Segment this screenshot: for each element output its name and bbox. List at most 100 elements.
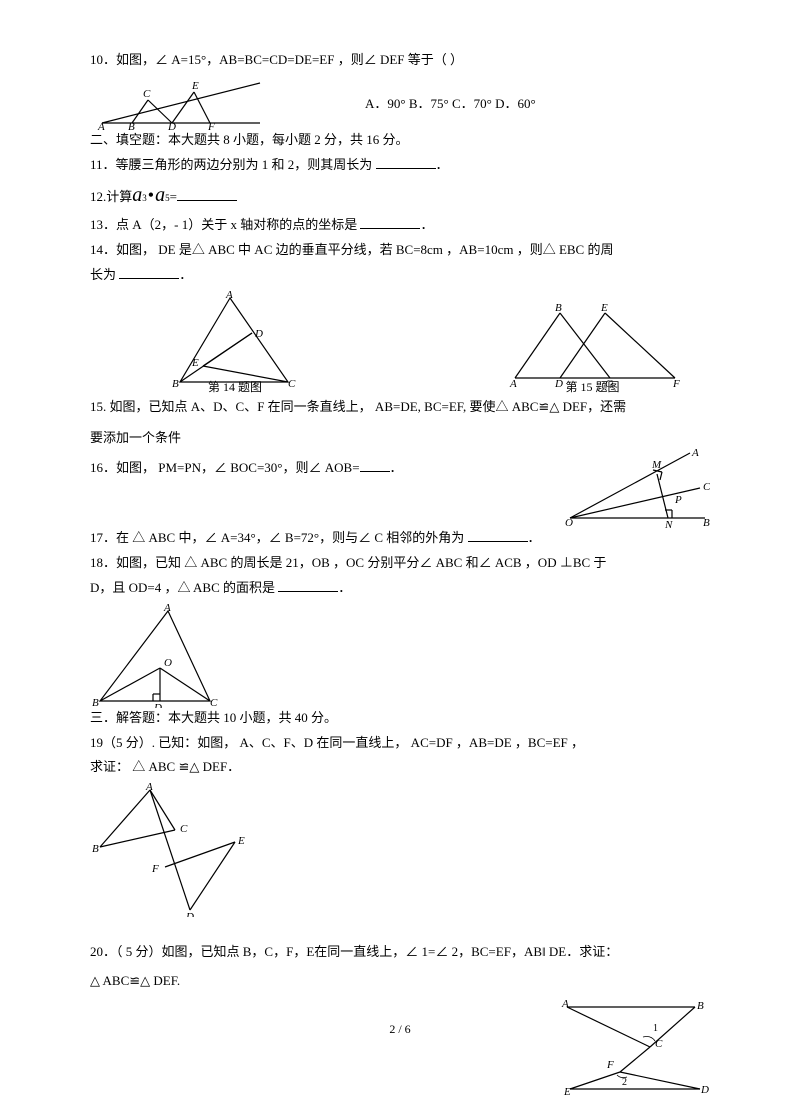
svg-text:2: 2 xyxy=(622,1077,627,1088)
q16-period: ． xyxy=(390,460,403,475)
q15-line2: 要添加一个条件 xyxy=(90,428,710,449)
svg-text:A: A xyxy=(97,121,105,130)
q12-blank xyxy=(177,187,237,201)
q16-blank xyxy=(360,458,390,472)
section3-heading: 三．解答题：本大题共 10 小题，共 40 分。 xyxy=(90,708,710,729)
q15-line1: 15. 如图，已知点 A、D、C、F 在同一条直线上， AB=DE, BC=EF… xyxy=(90,397,710,418)
svg-text:C: C xyxy=(655,1038,663,1050)
svg-text:B: B xyxy=(172,378,179,390)
svg-text:C: C xyxy=(288,378,296,390)
svg-text:C: C xyxy=(210,697,218,708)
q16-text: 16．如图， PM=PN，∠ BOC=30°，则∠ AOB= xyxy=(90,460,360,475)
svg-text:C: C xyxy=(143,88,151,100)
svg-text:A: A xyxy=(145,782,153,793)
q14-period: ． xyxy=(179,267,192,282)
figures-14-15-row: A D E B C 第 14 题图 A B D E C xyxy=(90,290,710,395)
svg-text:M: M xyxy=(651,459,662,471)
svg-text:F: F xyxy=(672,378,680,388)
svg-text:D: D xyxy=(153,702,162,708)
svg-text:B: B xyxy=(128,121,135,130)
q10-text: 10．如图，∠ A=15°，AB=BC=CD=DE=EF ，则∠ DEF 等于（… xyxy=(90,50,710,71)
svg-text:C: C xyxy=(703,481,710,493)
q11-period: ． xyxy=(436,157,449,172)
svg-text:O: O xyxy=(164,657,172,669)
svg-text:B: B xyxy=(703,517,710,528)
q16-line: 16．如图， PM=PN，∠ BOC=30°，则∠ AOB= ． xyxy=(90,458,555,479)
q17-blank xyxy=(468,528,528,542)
section2-heading: 二、填空题：本大题共 8 小题，每小题 2 分，共 16 分。 xyxy=(90,130,710,151)
q12-dot: • xyxy=(147,181,155,210)
svg-text:F: F xyxy=(207,121,215,130)
svg-text:A: A xyxy=(509,378,517,388)
svg-text:B: B xyxy=(92,697,99,708)
fig15-wrap: A B D E C F 第 15 题图 xyxy=(505,303,680,395)
fig15-label: 第 15 题图 xyxy=(565,378,619,395)
svg-text:B: B xyxy=(697,1000,704,1012)
svg-text:D: D xyxy=(185,911,194,917)
svg-text:N: N xyxy=(664,519,673,528)
q14b-text: 长为 xyxy=(90,267,119,282)
svg-text:A: A xyxy=(225,290,233,301)
q20-line1: 20．（ 5 分）如图，已知点 B，C，F，E在同一直线上，∠ 1=∠ 2，BC… xyxy=(90,942,710,963)
q18-blank xyxy=(278,578,338,592)
q14-line1: 14．如图， DE 是△ ABC 中 AC 边的垂直平分线，若 BC=8cm ，… xyxy=(90,240,710,261)
svg-text:1: 1 xyxy=(653,1023,658,1034)
svg-text:A: A xyxy=(163,603,171,614)
q12-a1: a xyxy=(132,179,142,211)
svg-text:F: F xyxy=(606,1059,614,1071)
fig19-svg: A B C E F D xyxy=(90,782,245,917)
svg-text:B: B xyxy=(555,303,562,314)
q18-period: ． xyxy=(338,580,351,595)
q18b-text: D，且 OD=4 ，△ ABC 的面积是 xyxy=(90,580,278,595)
svg-text:D: D xyxy=(167,121,176,130)
svg-text:E: E xyxy=(600,303,608,314)
fig14-svg: A D E B C xyxy=(160,290,300,390)
svg-text:B: B xyxy=(92,843,99,855)
fig20-svg: A B C F E D 1 2 xyxy=(555,997,710,1097)
svg-text:A: A xyxy=(561,998,569,1010)
svg-text:C: C xyxy=(180,823,188,835)
fig18-svg: A B C O D xyxy=(90,603,220,708)
q13-text: 13．点 A（2，- 1）关于 x 轴对称的点的坐标是 xyxy=(90,217,360,232)
q18-line2: D，且 OD=4 ，△ ABC 的面积是 ． xyxy=(90,578,710,599)
q10-options: A．90° B．75° C．70° D．60° xyxy=(265,75,536,112)
q19-line2: 求证： △ ABC ≌△ DEF． xyxy=(90,757,710,778)
fig14-wrap: A D E B C 第 14 题图 xyxy=(160,290,300,395)
q13-blank xyxy=(360,215,420,229)
q14-blank xyxy=(119,265,179,279)
q14-line2: 长为 ． xyxy=(90,265,710,286)
q10-row: A B C D E F A．90° B．75° C．70° D．60° xyxy=(90,75,710,130)
q20-line2: △ ABC≌△ DEF. xyxy=(90,971,710,992)
q17-text: 17．在 △ ABC 中，∠ A=34°，∠ B=72°，则与∠ C 相邻的外角… xyxy=(90,530,468,545)
svg-text:E: E xyxy=(191,357,199,369)
fig14-label: 第 14 题图 xyxy=(208,378,262,395)
svg-text:P: P xyxy=(674,494,682,506)
q18-line1: 18．如图，已知 △ ABC 的周长是 21，OB ，OC 分别平分∠ ABC … xyxy=(90,553,710,574)
q17-period: ． xyxy=(528,530,541,545)
page-number: 2 / 6 xyxy=(389,1022,410,1037)
q12-eq: = xyxy=(170,187,177,208)
q12-prefix: 12.计算 xyxy=(90,187,132,208)
q11-blank xyxy=(376,155,436,169)
q11-line: 11．等腰三角形的两边分别为 1 和 2，则其周长为 ． xyxy=(90,155,710,176)
svg-text:D: D xyxy=(554,378,563,388)
q12-line: 12.计算 a3 • a5 = xyxy=(90,179,710,211)
q16-row: 16．如图， PM=PN，∠ BOC=30°，则∠ AOB=． O B C A … xyxy=(90,458,710,528)
q12-a2: a xyxy=(155,179,165,211)
q19-line1: 19（5 分）. 已知：如图， A、C、F、D 在同一直线上， AC=DF ，A… xyxy=(90,733,710,754)
fig15-svg: A B D E C F xyxy=(505,303,680,388)
svg-text:D: D xyxy=(254,328,263,340)
svg-text:A: A xyxy=(691,448,699,459)
q11-text: 11．等腰三角形的两边分别为 1 和 2，则其周长为 xyxy=(90,157,376,172)
svg-text:E: E xyxy=(563,1086,571,1097)
svg-text:E: E xyxy=(191,80,199,92)
svg-text:D: D xyxy=(700,1084,709,1096)
svg-text:E: E xyxy=(237,835,245,847)
svg-text:F: F xyxy=(151,863,159,875)
q13-period: ． xyxy=(420,217,433,232)
q13-line: 13．点 A（2，- 1）关于 x 轴对称的点的坐标是 ． xyxy=(90,215,710,236)
fig16-svg: O B C A M P N xyxy=(555,448,710,528)
svg-text:O: O xyxy=(565,517,573,528)
q17-line: 17．在 △ ABC 中，∠ A=34°，∠ B=72°，则与∠ C 相邻的外角… xyxy=(90,528,710,549)
q10-figure: A B C D E F xyxy=(90,75,265,130)
